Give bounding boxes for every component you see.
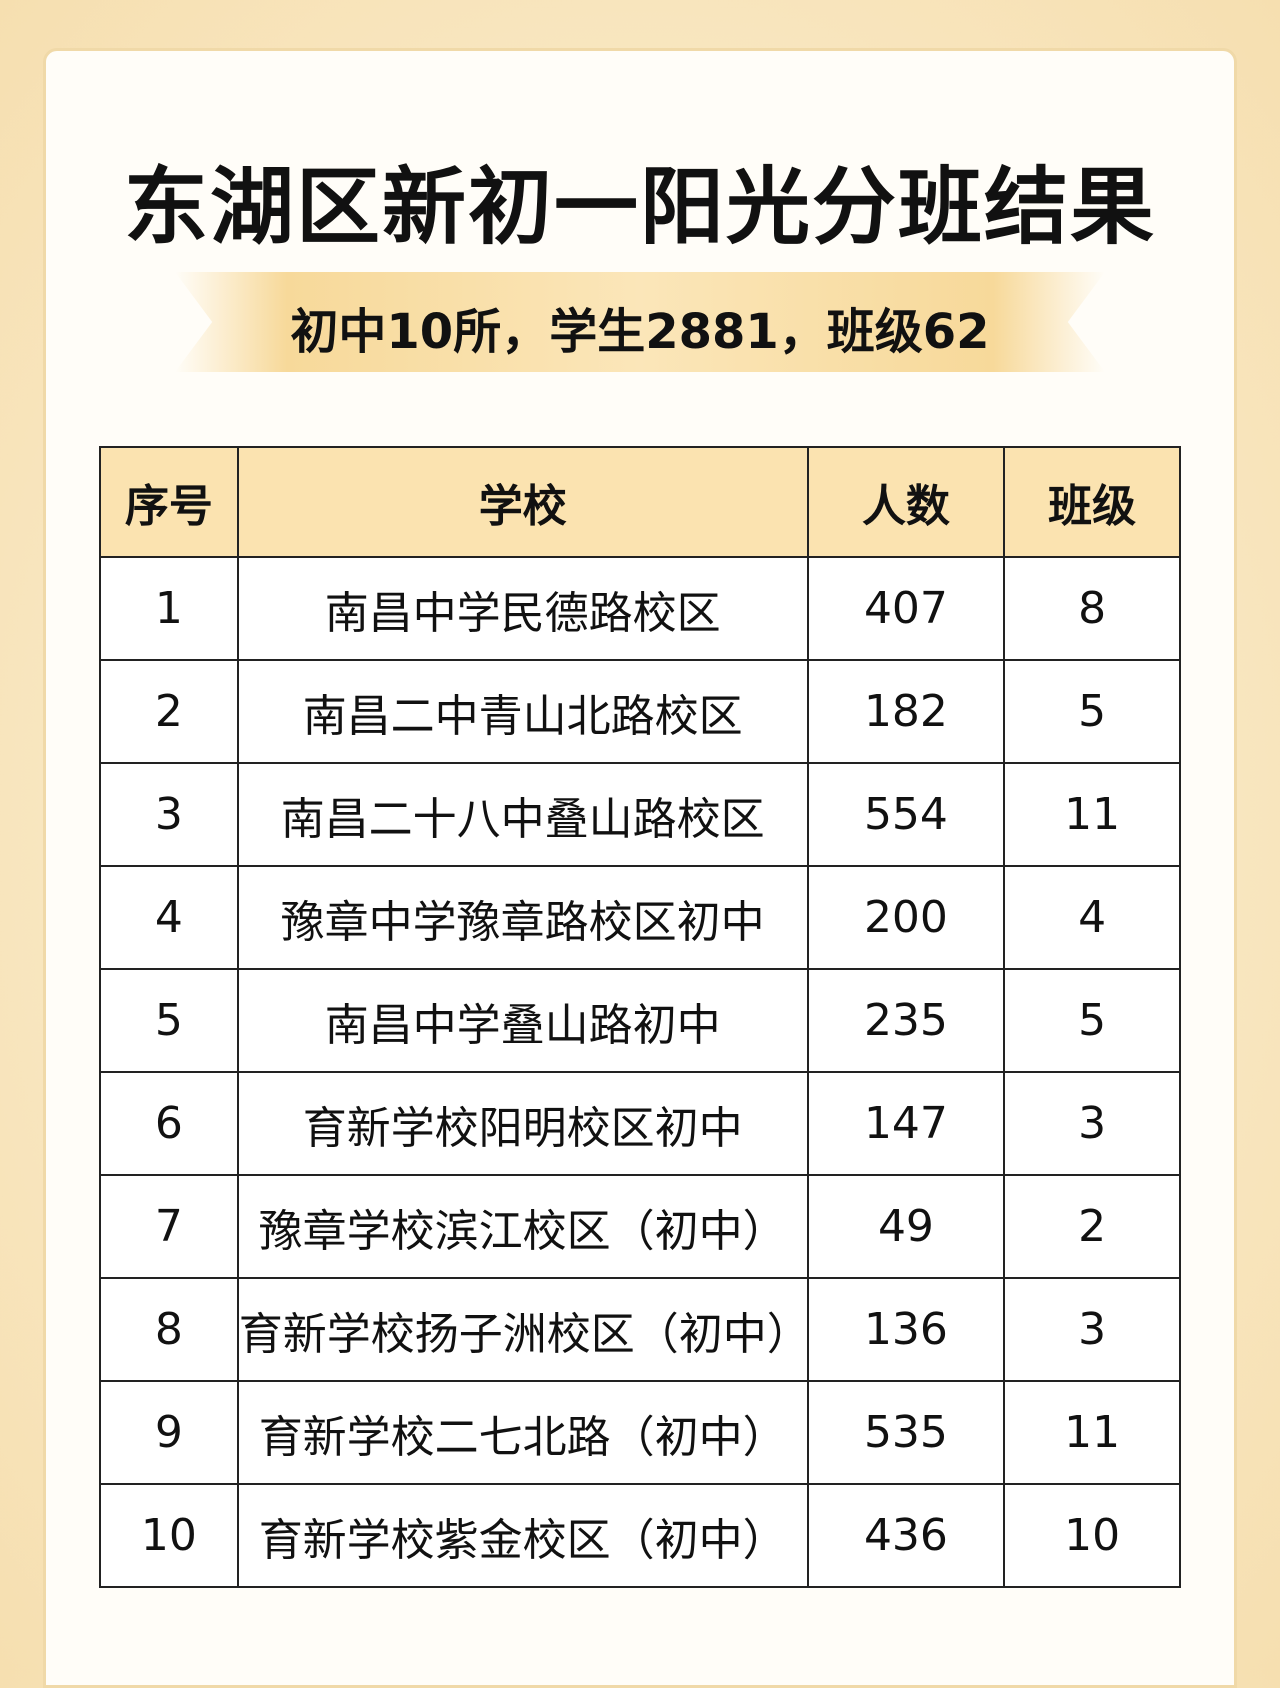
cell: 8 (99, 1277, 239, 1382)
cell: 4 (99, 865, 239, 970)
cell: 407 (806, 556, 1006, 661)
subtitle: 初中10所，学生2881，班级62 (290, 304, 990, 360)
cell: 11 (1003, 762, 1181, 867)
cell: 7 (99, 1174, 239, 1279)
cell: 9 (99, 1380, 239, 1485)
cell: 3 (1003, 1071, 1181, 1176)
cell: 2 (99, 659, 239, 764)
cell: 南昌中学民德路校区 (236, 556, 809, 661)
table-row: 2 南昌二中青山北路校区 182 5 (99, 659, 1181, 764)
table-row: 9 育新学校二七北路（初中） 535 11 (99, 1380, 1181, 1485)
table-row: 6 育新学校阳明校区初中 147 3 (99, 1071, 1181, 1176)
table-row: 4 豫章中学豫章路校区初中 200 4 (99, 865, 1181, 970)
cell: 182 (806, 659, 1006, 764)
title: 东湖区新初一阳光分班结果 (123, 158, 1156, 256)
results-table: 序号 学校 人数 班级 1 南昌中学民德路校区 407 8 2 南昌二中青山北路校区 182 5 3 南… (99, 446, 1181, 1588)
cell: 育新学校二七北路（初中） (236, 1380, 809, 1485)
header-cell: 序号 (99, 446, 239, 558)
table-row: 1 南昌中学民德路校区 407 8 (99, 556, 1181, 661)
cell: 育新学校阳明校区初中 (236, 1071, 809, 1176)
cell: 136 (806, 1277, 1006, 1382)
cell: 147 (806, 1071, 1006, 1176)
cell: 5 (1003, 659, 1181, 764)
cell: 2 (1003, 1174, 1181, 1279)
header-cell: 人数 (806, 446, 1006, 558)
header-cell: 学校 (236, 446, 809, 558)
cell: 5 (1003, 968, 1181, 1073)
table-row: 8 育新学校扬子洲校区（初中） 136 3 (99, 1277, 1181, 1382)
cell: 南昌二中青山北路校区 (236, 659, 809, 764)
cell: 535 (806, 1380, 1006, 1485)
cell: 育新学校扬子洲校区（初中） (236, 1277, 811, 1382)
cell: 200 (806, 865, 1006, 970)
header-row: 序号 学校 人数 班级 (99, 446, 1181, 558)
cell: 554 (806, 762, 1006, 867)
table-row: 5 南昌中学叠山路初中 235 5 (99, 968, 1181, 1073)
cell: 4 (1003, 865, 1181, 970)
subtitle-banner (175, 272, 1105, 372)
cell: 育新学校紫金校区（初中） (236, 1483, 809, 1588)
cell: 豫章学校滨江校区（初中） (236, 1174, 809, 1279)
cell: 10 (1003, 1483, 1181, 1588)
cell: 南昌中学叠山路初中 (236, 968, 809, 1073)
cell: 235 (806, 968, 1006, 1073)
cell: 3 (1003, 1277, 1181, 1382)
table-row: 10 育新学校紫金校区（初中） 436 10 (99, 1483, 1181, 1588)
table-row: 7 豫章学校滨江校区（初中） 49 2 (99, 1174, 1181, 1279)
cell: 3 (99, 762, 239, 867)
table-body: 1 南昌中学民德路校区 407 8 2 南昌二中青山北路校区 182 5 3 南昌二十八中叠山路校… (99, 556, 1181, 1588)
cell: 6 (99, 1071, 239, 1176)
cell: 南昌二十八中叠山路校区 (236, 762, 809, 867)
cell: 8 (1003, 556, 1181, 661)
cell: 49 (806, 1174, 1006, 1279)
cell: 11 (1003, 1380, 1181, 1485)
header-cell: 班级 (1003, 446, 1181, 558)
cell: 豫章中学豫章路校区初中 (236, 865, 809, 970)
cell: 10 (99, 1483, 239, 1588)
cell: 1 (99, 556, 239, 661)
cell: 5 (99, 968, 239, 1073)
cell: 436 (806, 1483, 1006, 1588)
table-row: 3 南昌二十八中叠山路校区 554 11 (99, 762, 1181, 867)
